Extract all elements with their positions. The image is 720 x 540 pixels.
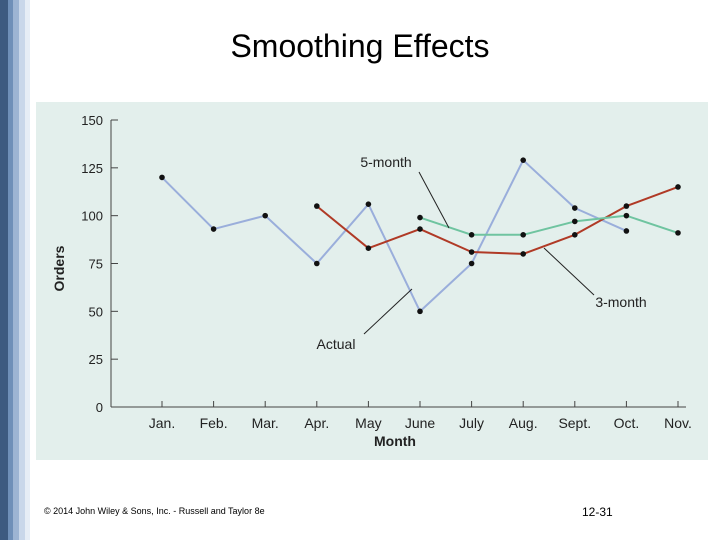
chart-background	[36, 102, 708, 460]
data-point-3-month	[365, 245, 372, 251]
series-line-5-month	[419, 214, 679, 236]
y-tick-label: 150	[81, 113, 103, 128]
data-point-actual	[623, 228, 630, 234]
x-tick-label: Mar.	[252, 415, 279, 431]
stripe	[8, 0, 13, 540]
data-point-actual	[520, 157, 526, 163]
x-tick-label: Nov.	[664, 415, 692, 431]
stripe	[19, 0, 25, 540]
data-point-3-month	[417, 226, 423, 232]
slide-title: Smoothing Effects	[230, 28, 490, 64]
y-tick-label: 75	[89, 257, 103, 272]
x-tick-label: July	[459, 415, 484, 431]
annotation-leader	[418, 171, 450, 229]
series-line-actual	[161, 159, 627, 313]
annotation-leader	[543, 247, 595, 296]
chart: 0 25 50 75 100 125 150 Jan. Feb. Mar. Apr. May June J…	[36, 102, 708, 460]
x-tick-label: Apr.	[304, 415, 329, 431]
data-point-3-month	[675, 184, 681, 190]
data-point-5-month	[572, 218, 578, 225]
stripe	[0, 0, 8, 540]
y-tick-label: 0	[96, 400, 103, 415]
footer-copyright: © 2014 John Wiley & Sons, Inc. - Russell…	[44, 506, 265, 516]
y-tick-label: 25	[89, 352, 103, 367]
y-tick-label: 100	[81, 209, 103, 224]
data-point-actual	[159, 174, 165, 181]
page-number: 12-31	[582, 505, 613, 519]
annotation-label: Actual	[317, 336, 356, 352]
stripe	[25, 0, 30, 540]
data-point-actual	[262, 212, 268, 219]
data-point-5-month	[417, 214, 423, 221]
chart-svg: 0 25 50 75 100 125 150 Jan. Feb. Mar. Apr. May June J…	[36, 102, 708, 460]
data-point-3-month	[468, 249, 475, 255]
side-stripes	[0, 0, 30, 540]
data-point-actual	[468, 260, 475, 267]
data-point-3-month	[572, 232, 578, 238]
data-point-actual	[572, 205, 578, 211]
data-point-3-month	[623, 203, 630, 209]
data-point-3-month	[520, 251, 526, 257]
stripe	[13, 0, 19, 540]
series-line-3-month	[316, 186, 679, 255]
x-tick-label: Aug.	[509, 415, 538, 431]
x-axis-label: Month	[374, 433, 416, 449]
x-tick-label: May	[355, 415, 381, 431]
data-point-actual	[417, 308, 423, 315]
x-tick-label: Feb.	[200, 415, 228, 431]
x-tick-label: Jan.	[149, 415, 175, 431]
x-tick-label: Oct.	[614, 415, 640, 431]
y-tick-label: 125	[81, 161, 103, 176]
y-axis-label: Orders	[51, 245, 67, 291]
data-point-5-month	[520, 232, 526, 238]
annotation-label: 5-month	[360, 154, 411, 170]
x-tick-label: June	[405, 415, 436, 431]
data-point-5-month	[468, 232, 475, 238]
data-point-actual	[314, 260, 320, 267]
data-point-5-month	[675, 230, 681, 236]
annotation-label: 3-month	[595, 294, 646, 310]
x-tick-label: Sept.	[558, 415, 591, 431]
data-point-3-month	[314, 203, 320, 209]
data-point-actual	[210, 226, 217, 232]
y-tick-label: 50	[89, 304, 103, 319]
annotation-leader	[363, 288, 413, 335]
data-point-5-month	[623, 212, 630, 219]
data-point-actual	[365, 201, 372, 207]
